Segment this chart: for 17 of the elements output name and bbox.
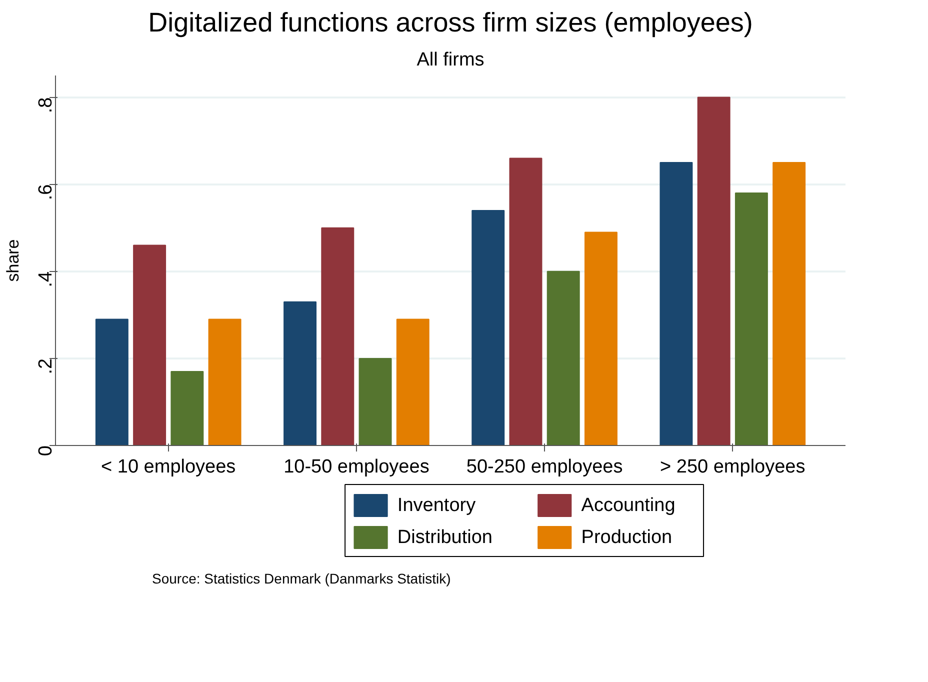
y-axis-title: share — [4, 239, 22, 282]
x-tick-label: > 250 employees — [660, 456, 806, 478]
chart-subtitle: All firms — [416, 50, 484, 70]
x-tick-label: < 10 employees — [101, 456, 236, 478]
legend-label: Distribution — [397, 527, 492, 548]
y-tick-label: .6 — [36, 184, 56, 200]
x-tick-label: 10-50 employees — [284, 456, 430, 478]
y-tick-label: .2 — [36, 358, 56, 374]
legend-label: Accounting — [581, 495, 676, 516]
y-tick-label: 0 — [36, 445, 56, 456]
y-tick-label: .8 — [36, 97, 56, 114]
x-tick-label: 50-250 employees — [466, 456, 623, 478]
chart-title: Digitalized functions across firm sizes (employees) — [148, 8, 753, 38]
legend-label: Inventory — [397, 495, 476, 516]
y-tick-label: .4 — [36, 270, 56, 288]
source-note: Source: Statistics Denmark (Danmarks Statistik) — [152, 570, 451, 586]
legend-label: Production — [581, 527, 672, 548]
